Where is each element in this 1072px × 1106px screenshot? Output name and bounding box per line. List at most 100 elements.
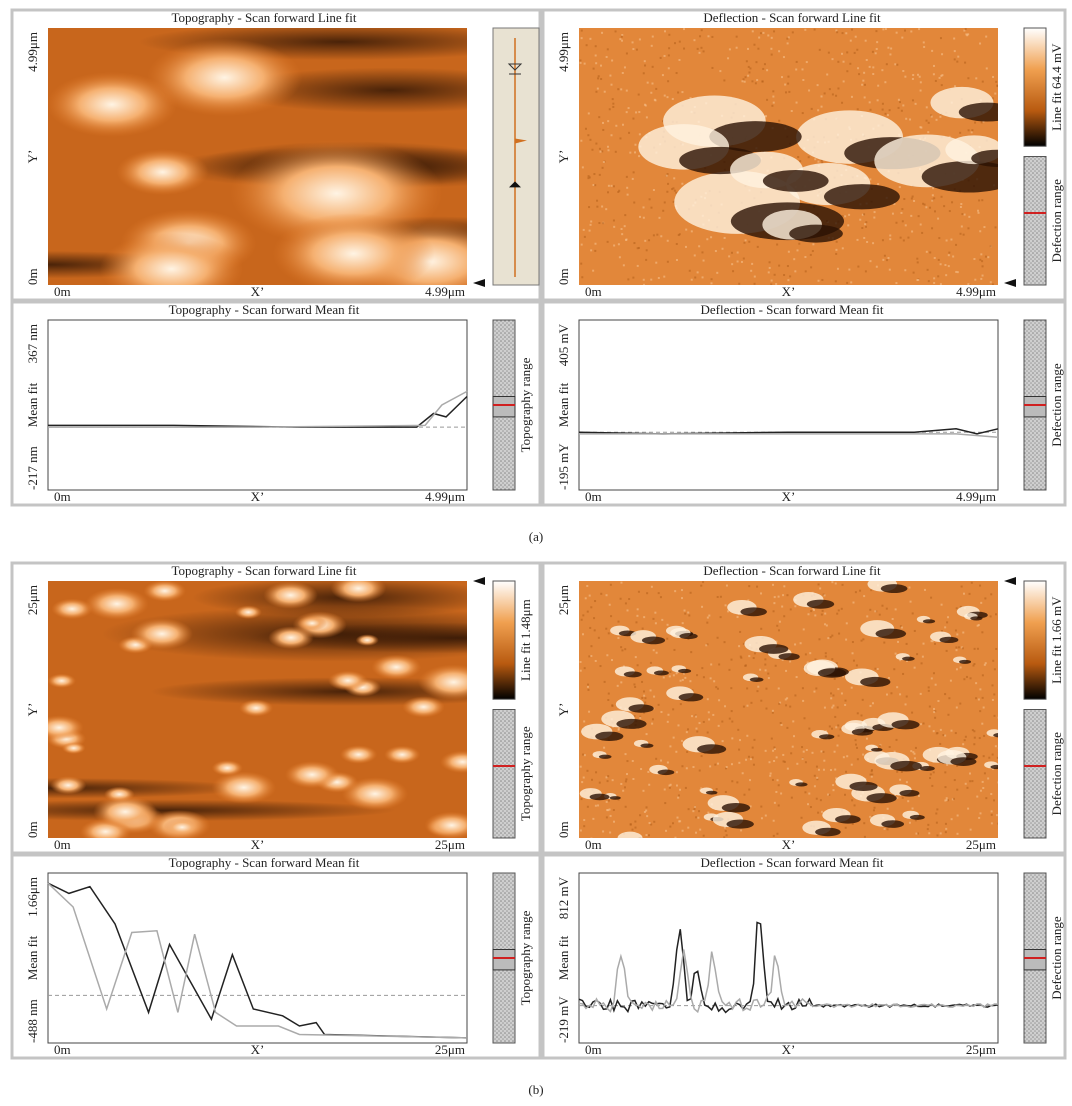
speck: [981, 260, 984, 263]
speck: [874, 610, 877, 613]
speck: [681, 597, 684, 600]
speck: [798, 242, 801, 245]
grain: [355, 634, 379, 646]
speck: [747, 599, 750, 602]
speck: [666, 720, 669, 723]
speck: [684, 786, 687, 789]
speck: [777, 804, 780, 807]
speck: [968, 284, 971, 285]
grain: [51, 598, 93, 620]
speck: [757, 47, 760, 50]
speck: [773, 602, 776, 605]
speck: [955, 243, 958, 246]
speck: [677, 724, 680, 727]
speck: [884, 81, 887, 84]
speck: [719, 616, 722, 619]
speck: [996, 85, 998, 88]
speck: [681, 678, 684, 681]
speck: [943, 205, 946, 208]
speck: [931, 49, 934, 52]
speck: [950, 238, 953, 241]
speck: [851, 822, 854, 825]
speck: [658, 216, 661, 219]
y-axis-label: 25μm: [25, 585, 40, 615]
speck: [790, 752, 793, 755]
speck: [598, 781, 601, 784]
speck: [652, 189, 655, 192]
speck: [690, 278, 693, 281]
speck: [866, 615, 869, 618]
speck: [779, 701, 782, 704]
speck: [893, 202, 896, 205]
speck: [698, 722, 701, 725]
speck: [647, 834, 650, 837]
speck: [873, 806, 876, 809]
speck: [901, 220, 904, 223]
grain: [402, 696, 445, 718]
speck: [620, 88, 623, 91]
speck: [681, 622, 684, 625]
speck: [997, 822, 998, 825]
grain-shadow: [909, 814, 925, 820]
speck: [921, 655, 924, 658]
speck: [772, 101, 775, 104]
speck: [778, 264, 781, 267]
speck: [683, 28, 686, 31]
speck: [690, 651, 693, 654]
speck: [872, 809, 875, 812]
speck: [749, 805, 752, 808]
speck: [908, 586, 911, 589]
speck: [994, 92, 997, 95]
speck: [589, 138, 592, 141]
speck: [846, 70, 849, 73]
speck: [873, 211, 876, 214]
speck: [852, 659, 855, 662]
speck: [846, 281, 849, 284]
speck: [872, 73, 875, 76]
speck: [590, 220, 593, 223]
speck: [871, 702, 874, 705]
speck: [767, 677, 770, 680]
speck: [823, 594, 826, 597]
speck: [583, 754, 586, 757]
grain-shadow: [589, 793, 610, 801]
speck: [973, 736, 976, 739]
speck: [891, 212, 894, 215]
image-texture: [579, 581, 998, 838]
speck: [959, 232, 962, 235]
speck: [922, 722, 925, 725]
speck: [814, 658, 817, 661]
speck: [997, 781, 998, 784]
speck: [747, 65, 750, 68]
speck: [709, 765, 712, 768]
speck: [651, 722, 654, 725]
speck: [876, 668, 879, 671]
speck: [597, 75, 600, 78]
speck: [981, 674, 984, 677]
speck: [787, 279, 790, 282]
speck: [941, 74, 944, 77]
speck: [888, 109, 891, 112]
speck: [781, 658, 784, 661]
hist-marker-top: [507, 63, 523, 75]
speck: [786, 767, 789, 770]
speck: [810, 107, 813, 110]
speck: [779, 722, 782, 725]
speck: [587, 688, 590, 691]
speck: [689, 97, 692, 100]
speck: [624, 214, 627, 217]
speck: [916, 257, 919, 260]
speck: [593, 629, 596, 632]
speck: [945, 799, 948, 802]
plot-area: [578, 872, 999, 1044]
speck: [772, 90, 775, 93]
speck: [823, 759, 826, 762]
grain: [99, 232, 244, 285]
speck: [638, 133, 641, 136]
speck: [610, 184, 613, 187]
speck: [659, 596, 662, 599]
speck: [982, 120, 985, 123]
speck: [605, 208, 608, 211]
x-axis-label: X’: [251, 837, 265, 852]
speck: [946, 763, 949, 766]
